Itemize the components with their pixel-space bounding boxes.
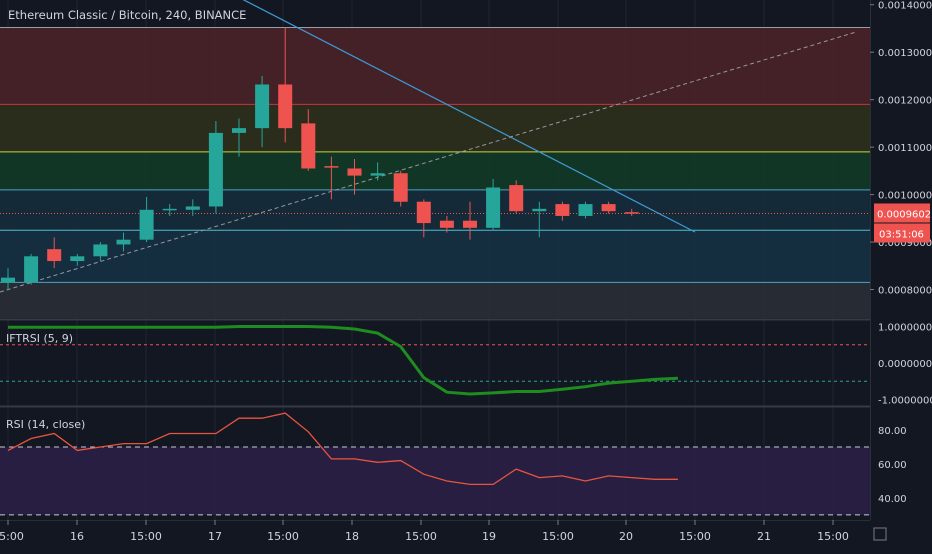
iftrsi-title: IFTRSI (5, 9)	[6, 332, 73, 345]
candle-body-up	[70, 256, 85, 262]
iftrsi-series-line	[8, 325, 678, 396]
price-tick-label: 0.0009000	[878, 238, 932, 249]
time-tick-label: 15:00	[0, 530, 24, 543]
fib-zone	[0, 282, 870, 318]
candle-body-down	[439, 220, 454, 228]
candle-body-up	[208, 132, 223, 207]
time-tick-label: 15:00	[679, 530, 711, 543]
fib-zone	[0, 104, 870, 152]
last-price-label-bg	[874, 203, 930, 223]
time-tick-label: 15:00	[130, 530, 162, 543]
candle-body-up	[370, 173, 385, 176]
settings-gear-icon[interactable]	[873, 527, 887, 541]
price-tick-label: 0.0011000	[878, 143, 932, 154]
last-price-label: 0.0009602	[877, 209, 931, 220]
rsi-band	[0, 447, 870, 515]
time-tick-label: 16	[70, 530, 84, 543]
fib-zone	[0, 230, 870, 283]
candle-body-down	[47, 249, 62, 262]
price-tick-label: 0.0013000	[878, 48, 932, 59]
candle-body-up	[24, 256, 39, 283]
candle-body-up	[486, 187, 501, 228]
time-tick-label: 15:00	[542, 530, 574, 543]
price-axis-bg	[870, 0, 932, 550]
price-tick-label: 0.0012000	[878, 96, 932, 107]
candlestick-series	[1, 27, 639, 290]
iftrsi-tick-label: 1.0000000	[878, 322, 932, 333]
candle-body-down	[555, 204, 570, 216]
candle-body-down	[624, 212, 639, 214]
time-tick-label: 15:00	[267, 530, 299, 543]
iftrsi-tick-label: 0.0000000	[878, 359, 932, 370]
time-tick-label: 19	[482, 530, 496, 543]
time-tick-label: 15:00	[817, 530, 849, 543]
iftrsi-tick-label: -1.0000000	[878, 396, 932, 407]
price-tick-label: 0.0014000	[878, 1, 932, 12]
candle-body-down	[278, 84, 293, 129]
candle-body-down	[393, 173, 408, 202]
fib-zone	[0, 151, 870, 190]
fib-zone	[0, 27, 870, 105]
rsi-tick-label: 60.00	[878, 460, 907, 471]
candle-body-up	[139, 209, 154, 240]
candle-body-up	[185, 206, 200, 210]
countdown-label-bg	[874, 223, 930, 243]
price-tick-label: 0.0008000	[878, 286, 932, 297]
candle-body-up	[532, 208, 547, 212]
candle-body-down	[601, 204, 616, 212]
candle-body-up	[93, 244, 108, 257]
chart-title: Ethereum Classic / Bitcoin, 240, BINANCE	[8, 8, 246, 22]
candle-body-down	[416, 201, 431, 224]
time-tick-label: 17	[208, 530, 222, 543]
pane-dividers[interactable]	[0, 318, 932, 408]
rsi-series-line	[7, 412, 678, 486]
candle-body-up	[162, 208, 177, 211]
rsi-title: RSI (14, close)	[6, 418, 85, 431]
time-tick-label: 18	[345, 530, 359, 543]
rsi-tick-label: 80.00	[878, 426, 907, 437]
candle-body-up	[116, 239, 131, 245]
candle-body-up	[255, 84, 270, 129]
fib-zone	[0, 189, 870, 231]
candle-body-down	[347, 168, 362, 176]
candle-body-down	[301, 123, 316, 169]
countdown-label: 03:51:06	[879, 229, 924, 240]
time-tick-label: 21	[757, 530, 771, 543]
candle-body-up	[578, 204, 593, 216]
candle-body-up	[232, 128, 246, 133]
candle-body-down	[509, 185, 524, 212]
dashed-trendline	[0, 31, 857, 293]
fib-zones	[0, 27, 870, 318]
price-tick-label: 0.0010000	[878, 191, 932, 202]
candle-body-down	[463, 220, 477, 228]
iftrsi-pane	[0, 325, 870, 396]
descending-trendline	[242, 0, 696, 233]
rsi-tick-label: 40.00	[878, 494, 907, 505]
candle-body-up	[1, 277, 15, 283]
rsi-pane	[0, 412, 870, 516]
time-tick-label: 20	[619, 530, 633, 543]
candle-body-down	[324, 166, 339, 168]
time-tick-label: 15:00	[405, 530, 437, 543]
